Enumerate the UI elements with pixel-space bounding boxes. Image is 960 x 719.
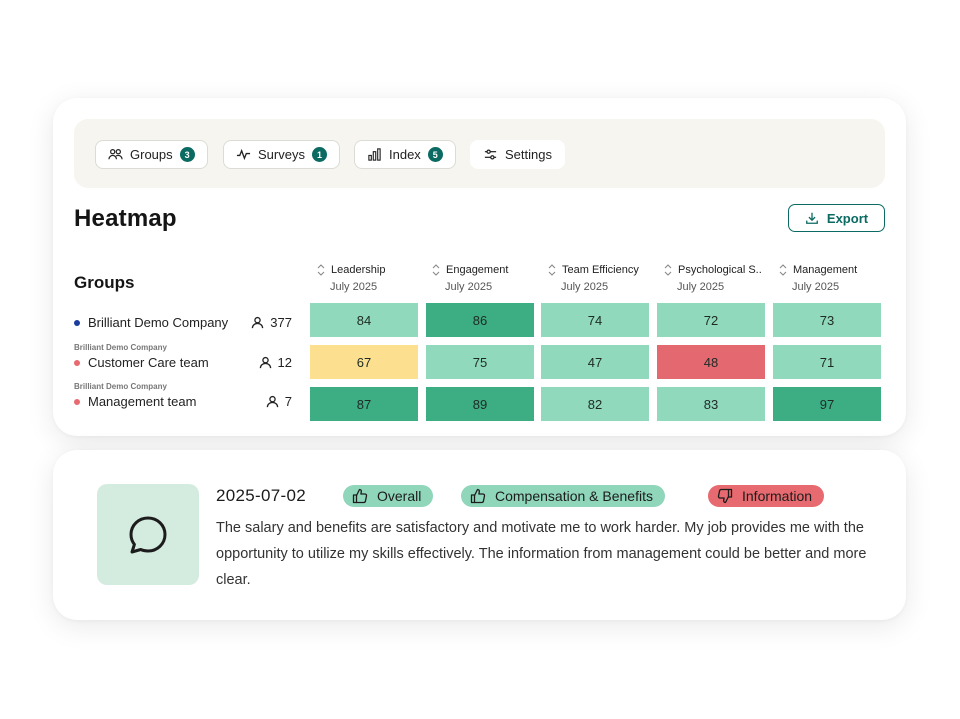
- tab-label: Settings: [505, 147, 552, 162]
- heatmap-cell[interactable]: 86: [426, 303, 534, 337]
- tab-settings[interactable]: Settings: [470, 140, 565, 169]
- heatmap-cell[interactable]: 48: [657, 345, 765, 379]
- column-header-team-efficiency[interactable]: Team Efficiency July 2025: [547, 263, 655, 293]
- groups-heading: Groups: [74, 273, 135, 292]
- heatmap-cell[interactable]: 67: [310, 345, 418, 379]
- page-title: Heatmap: [74, 205, 177, 232]
- heatmap-cell[interactable]: 75: [426, 345, 534, 379]
- parent-group-name: Brilliant Demo Company: [74, 343, 167, 352]
- tab-bar: Groups 3 Surveys 1 Index 5 Settings: [74, 119, 885, 188]
- heatmap-cell[interactable]: 72: [657, 303, 765, 337]
- count-badge: 1: [311, 147, 327, 162]
- sort-icon: [664, 264, 672, 276]
- column-header-management[interactable]: Management July 2025: [778, 263, 886, 293]
- download-icon: [806, 212, 818, 224]
- groups-icon: [108, 149, 123, 160]
- speech-bubble-icon: [129, 516, 167, 553]
- tag-label: Information: [742, 488, 813, 504]
- comment-text: The salary and benefits are satisfactory…: [216, 520, 867, 588]
- bar-chart-icon: [368, 148, 381, 161]
- activity-icon: [236, 148, 251, 161]
- heatmap-cell[interactable]: 71: [773, 345, 881, 379]
- column-name: Management: [793, 264, 858, 276]
- sort-icon: [317, 264, 325, 276]
- comment-avatar: [97, 484, 199, 585]
- count-badge: 5: [427, 147, 443, 162]
- thumbs-up-icon: [470, 488, 486, 504]
- heatmap-cell[interactable]: 83: [657, 387, 765, 421]
- parent-group-name: Brilliant Demo Company: [74, 382, 167, 391]
- export-button[interactable]: Export: [788, 204, 885, 232]
- tab-label: Index: [389, 147, 421, 162]
- heatmap-card: Groups 3 Surveys 1 Index 5 Settings Heat…: [53, 98, 906, 436]
- column-period: July 2025: [330, 281, 378, 293]
- tab-index[interactable]: Index 5: [354, 140, 456, 169]
- heatmap-cell[interactable]: 82: [541, 387, 649, 421]
- member-count: 377: [270, 315, 292, 330]
- heatmap-cell[interactable]: 74: [541, 303, 649, 337]
- thumbs-up-icon: [352, 488, 368, 504]
- tab-label: Surveys: [258, 147, 305, 162]
- tag-information[interactable]: Information: [708, 485, 825, 507]
- heatmap-cell[interactable]: 97: [773, 387, 881, 421]
- heatmap-cell[interactable]: 73: [773, 303, 881, 337]
- column-header-engagement[interactable]: Engagement July 2025: [431, 263, 539, 293]
- heatmap-cell[interactable]: 89: [426, 387, 534, 421]
- member-count: 12: [277, 355, 292, 370]
- comment-card: 2025-07-02 Overall Compensation & Benefi…: [53, 450, 906, 620]
- column-period: July 2025: [792, 281, 840, 293]
- tag-overall[interactable]: Overall: [343, 485, 434, 507]
- tag-label: Compensation & Benefits: [495, 488, 653, 504]
- column-name: Team Efficiency: [562, 264, 639, 276]
- sliders-icon: [484, 149, 497, 160]
- tab-surveys[interactable]: Surveys 1: [223, 140, 340, 169]
- column-name: Engagement: [446, 264, 509, 276]
- sort-icon: [779, 264, 787, 276]
- member-count: 7: [284, 394, 292, 409]
- group-name: Customer Care team: [88, 355, 209, 370]
- export-label: Export: [826, 210, 869, 226]
- group-name: Brilliant Demo Company: [88, 315, 229, 330]
- column-header-leadership[interactable]: Leadership July 2025: [316, 263, 424, 293]
- comment-date: 2025-07-02: [216, 486, 306, 505]
- count-badge: 3: [179, 147, 195, 162]
- column-name: Psychological S..: [678, 264, 762, 276]
- column-name: Leadership: [331, 264, 386, 276]
- column-header-psychological-safety[interactable]: Psychological S.. July 2025: [663, 263, 771, 293]
- column-period: July 2025: [445, 281, 493, 293]
- heatmap-cell[interactable]: 47: [541, 345, 649, 379]
- user-icon: [266, 395, 279, 408]
- heatmap-cell[interactable]: 87: [310, 387, 418, 421]
- sort-icon: [548, 264, 556, 276]
- group-color-dot: [74, 398, 80, 405]
- tag-label: Overall: [377, 488, 422, 504]
- sort-icon: [432, 264, 440, 276]
- group-color-dot: [74, 359, 80, 366]
- tag-compensation-benefits[interactable]: Compensation & Benefits: [461, 485, 665, 507]
- heatmap-cell[interactable]: 84: [310, 303, 418, 337]
- column-period: July 2025: [677, 281, 725, 293]
- thumbs-down-icon: [717, 488, 733, 504]
- group-color-dot: [74, 319, 80, 326]
- tab-groups[interactable]: Groups 3: [95, 140, 208, 169]
- tab-label: Groups: [130, 147, 173, 162]
- group-name: Management team: [88, 394, 197, 409]
- user-icon: [259, 356, 271, 369]
- column-period: July 2025: [561, 281, 609, 293]
- user-icon: [252, 316, 264, 329]
